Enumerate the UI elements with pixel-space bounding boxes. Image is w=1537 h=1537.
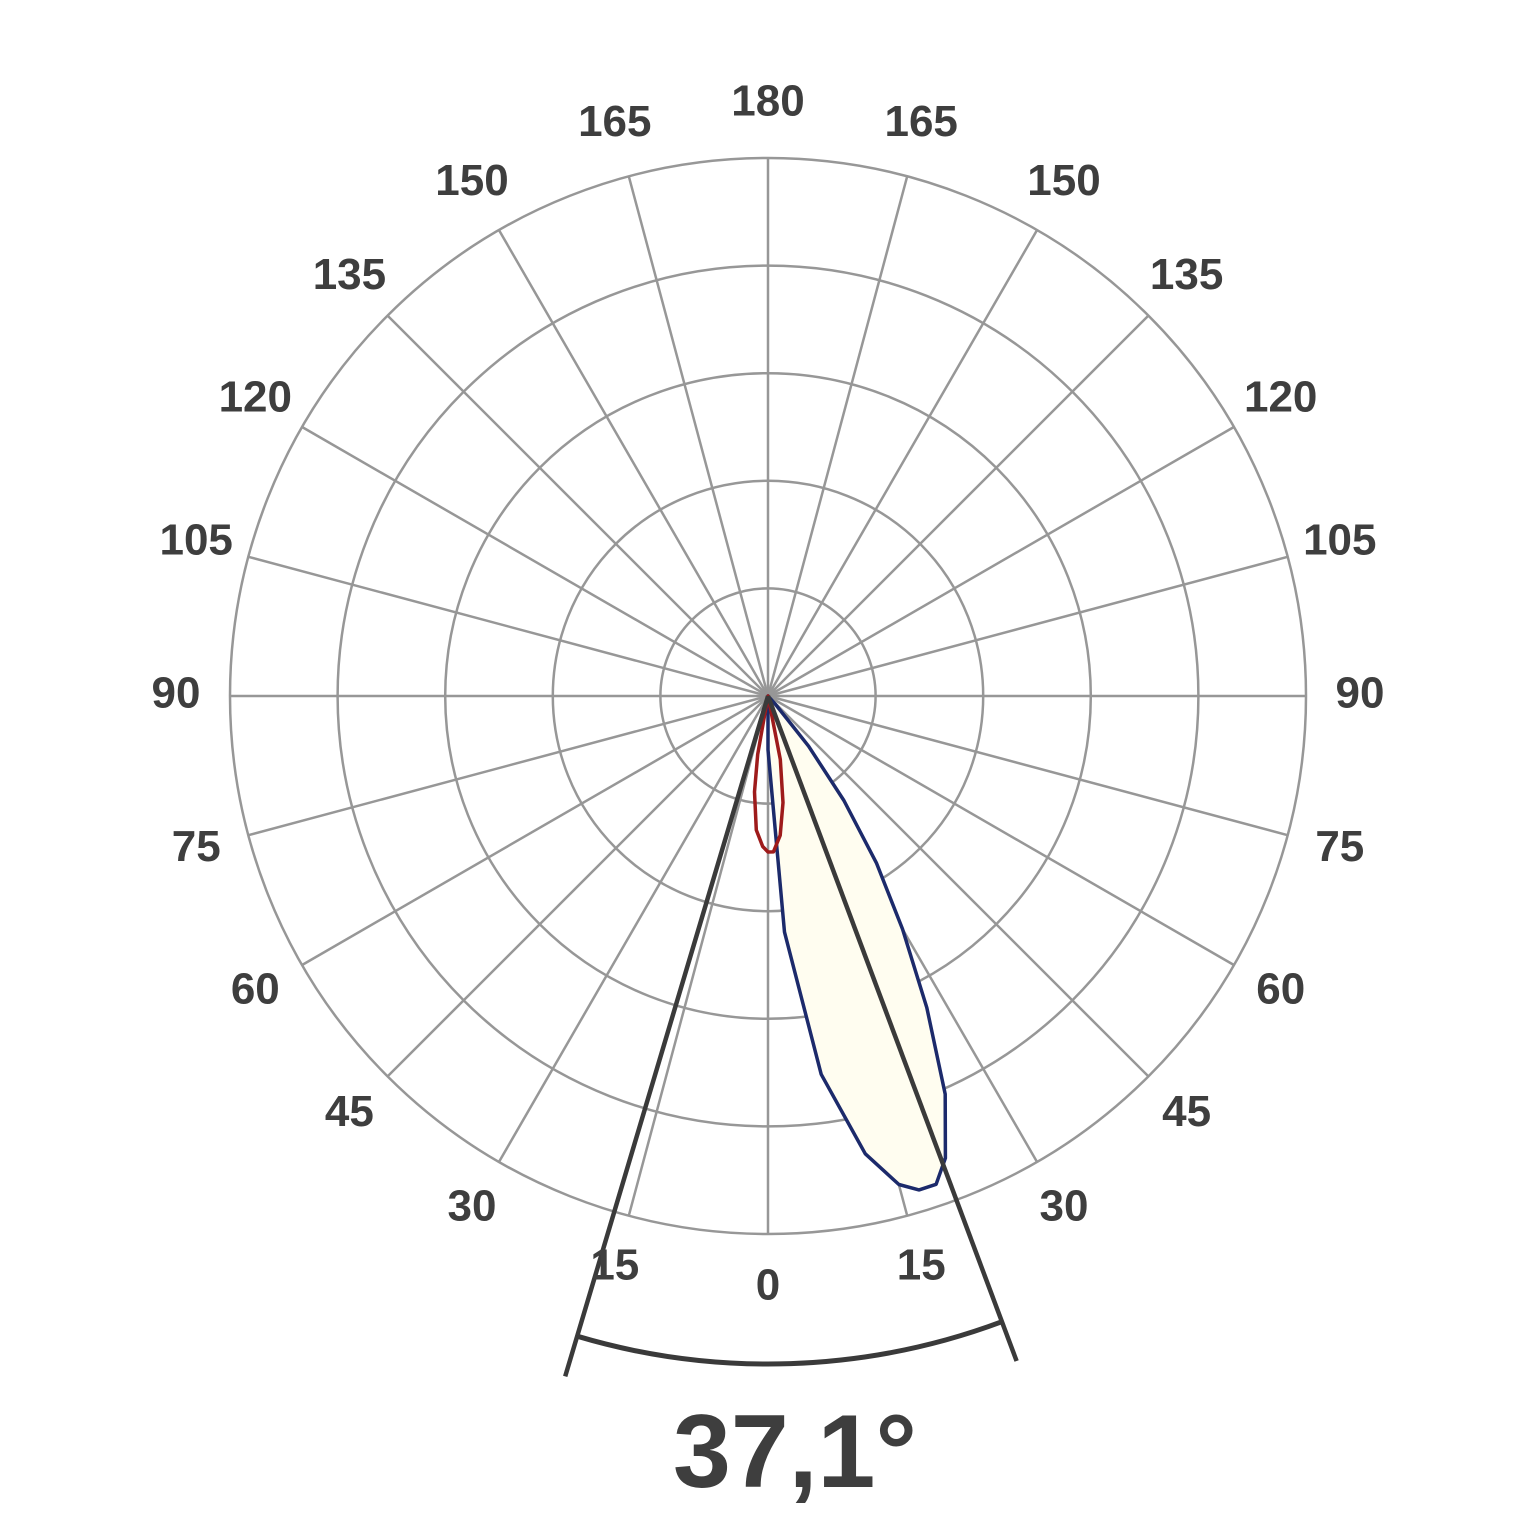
grid-spoke [767,555,1289,698]
angle-tick-label: 15 [897,1240,946,1289]
grid-spoke [497,695,770,1163]
angle-tick-label: 30 [1040,1181,1089,1230]
angle-tick-label: 105 [1303,515,1376,564]
grid-spoke [767,695,1150,1078]
angle-tick-label: 15 [590,1240,639,1289]
angle-tick-labels: 0 15 30 45 60 75 90 105 120 135 150 165 180 15 30 45 60 7… [152,77,1385,1310]
grid-spoke [627,175,770,697]
grid-spoke [301,425,769,698]
angle-tick-label: 75 [1315,822,1364,871]
beam-angle-label: 37,1° [673,1394,917,1510]
beam-edge-right [765,695,1019,1362]
angle-tick-label: 120 [1244,373,1317,422]
grid-spoke [627,695,770,1217]
angle-tick-label: 150 [435,156,508,205]
series-curve-2 [752,694,785,854]
angle-tick-label: 60 [231,965,280,1014]
angle-tick-label: 60 [1256,965,1305,1014]
grid-spoke [301,694,769,967]
grid-spoke [767,694,1289,837]
grid-spoke [247,694,769,837]
grid-spoke [386,314,769,697]
angle-tick-label: 45 [1162,1087,1211,1136]
beam-arc [576,1319,1003,1367]
angle-tick-label: 90 [1336,669,1385,718]
grid-spoke [766,175,909,697]
angle-tick-label: 135 [313,250,386,299]
grid-spoke [247,555,769,698]
angle-tick-label: 30 [448,1181,497,1230]
angle-tick-label: 180 [731,77,804,126]
angle-tick-label: 90 [152,669,201,718]
angle-tick-label: 120 [219,373,292,422]
grid-spokes [230,158,1306,1234]
series-layer [752,694,948,1192]
grid-spoke [766,229,1039,697]
grid-spoke [497,229,770,697]
angle-tick-label: 0 [756,1261,780,1310]
angle-tick-label: 135 [1150,250,1223,299]
grid-spoke [767,314,1150,697]
grid-spoke [386,695,769,1078]
grid-spoke [767,694,1235,967]
angle-tick-label: 45 [325,1087,374,1136]
beam-edge-left [563,695,771,1378]
angle-tick-label: 150 [1027,156,1100,205]
grid-spoke [767,425,1235,698]
angle-tick-label: 105 [159,515,232,564]
angle-tick-label: 165 [884,97,957,146]
beam-angle-indicator: 37,1° [563,695,1019,1510]
angle-tick-label: 165 [578,97,651,146]
angle-tick-label: 75 [172,822,221,871]
